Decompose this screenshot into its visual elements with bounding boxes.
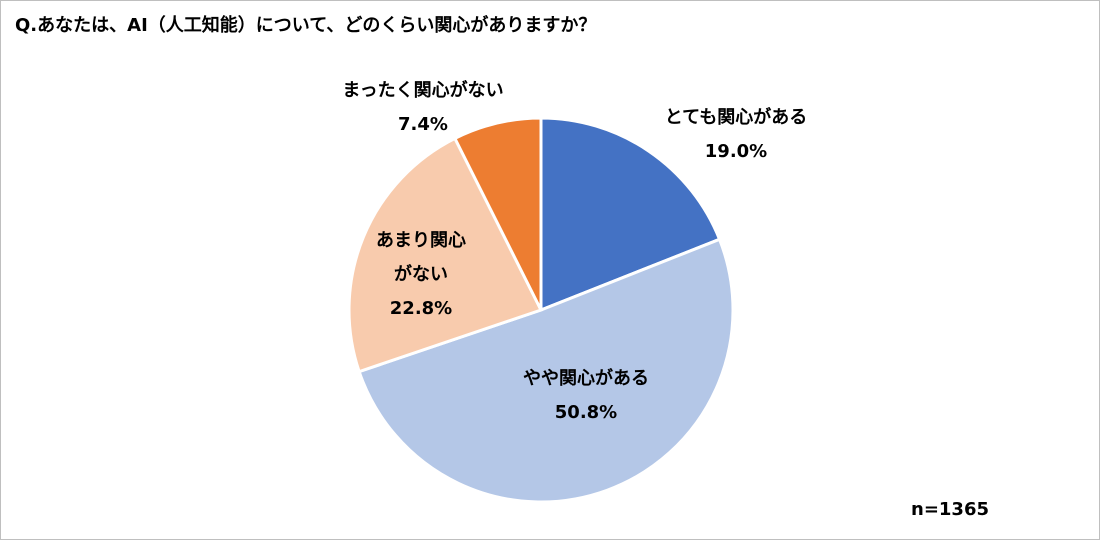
category-label: とても関心がある (664, 107, 808, 128)
sample-size: n=1365 (911, 499, 989, 520)
value-label: 50.8% (554, 402, 618, 423)
pie-slice (539, 116, 722, 313)
value-label: 22.8% (389, 298, 453, 319)
chart-title: Q.あなたは、AI（人工知能）について、どのくらい関心がありますか？ (15, 15, 597, 36)
value-label: 19.0% (704, 141, 768, 162)
value-label: 7.4% (398, 114, 448, 135)
slice-label: とても関心がある 19.0% (626, 101, 846, 169)
pie-slice (347, 136, 544, 374)
pie-slice (357, 237, 735, 504)
slice-label: あまり関心がない 22.8% (371, 224, 471, 326)
slice-label: やや関心がある 50.8% (476, 362, 696, 430)
slice-label: まったく関心がない 7.4% (313, 74, 533, 142)
category-label: まったく関心がない (342, 80, 504, 101)
category-label: あまり関心がない (376, 230, 466, 285)
category-label: やや関心がある (523, 368, 649, 389)
pie-slice (452, 116, 543, 311)
